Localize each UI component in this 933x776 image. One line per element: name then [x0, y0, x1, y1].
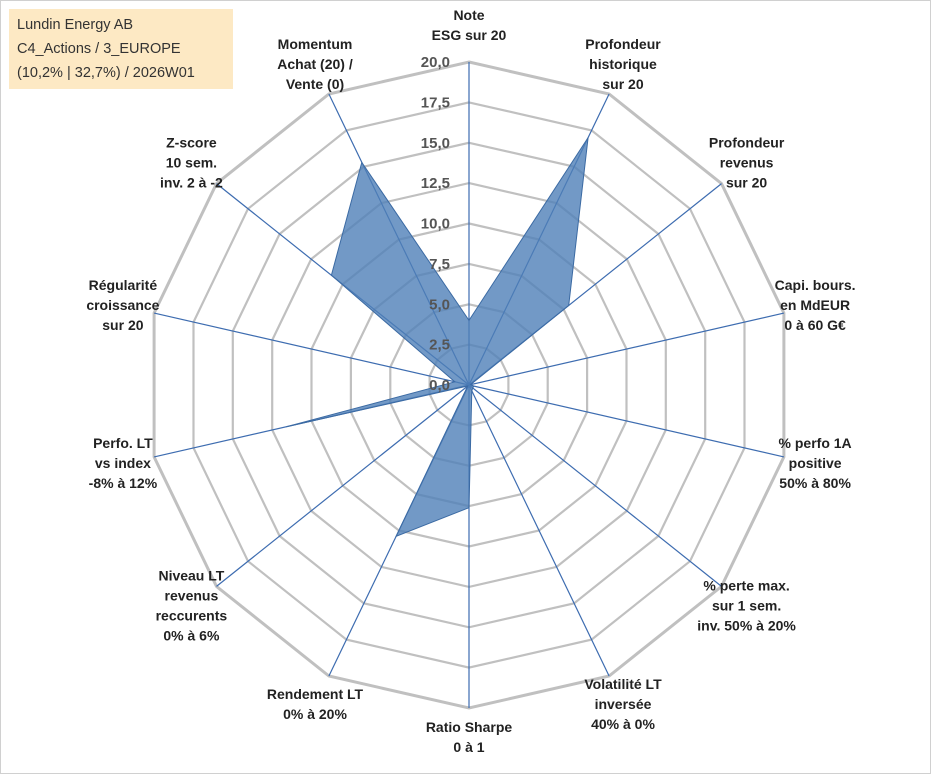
- axis-label-8-line-0: Rendement LT: [267, 686, 364, 702]
- axis-label-12-line-0: Z-score: [166, 135, 217, 151]
- axis-label-2: Profondeur revenus sur 20: [709, 135, 785, 191]
- info-stats: (10,2% | 32,7%) / 2026W01: [17, 65, 195, 81]
- axis-label-7: Ratio Sharpe 0 à 1: [426, 719, 513, 755]
- info-company-name: Lundin Energy AB: [17, 17, 134, 33]
- axis-label-10-line-0: Perfo. LT: [93, 435, 153, 451]
- axis-label-7-line-1: 0 à 1: [453, 739, 484, 755]
- axis-label-9-line-2: reccurents: [156, 607, 228, 623]
- axis-label-10: Perfo. LT vs index -8% à 12%: [89, 435, 158, 491]
- axis-label-6-line-0: Volatilité LT: [584, 676, 662, 692]
- axis-label-3-line-2: 0 à 60 G€: [784, 317, 846, 333]
- axis-label-3-line-0: Capi. bours.: [775, 277, 856, 293]
- tick-label-6: 15,0: [421, 135, 450, 152]
- axis-spoke-9: [216, 384, 470, 587]
- axis-label-11: Régularité croissance sur 20: [86, 277, 159, 333]
- axis-label-6: Volatilité LT inversée 40% à 0%: [584, 676, 662, 732]
- axis-label-5-line-0: % perte max.: [703, 577, 789, 593]
- axis-label-13: Momentum Achat (20) / Vente (0): [277, 36, 353, 92]
- axis-label-1: Profondeur historique sur 20: [585, 36, 661, 92]
- tick-label-3: 7,5: [429, 256, 450, 273]
- info-box: Lundin Energy AB C4_Actions / 3_EUROPE (…: [9, 9, 233, 89]
- tick-label-7: 17,5: [421, 94, 450, 111]
- axis-label-5-line-2: inv. 50% à 20%: [697, 617, 796, 633]
- axis-label-10-line-2: -8% à 12%: [89, 475, 158, 491]
- axis-label-9-line-3: 0% à 6%: [163, 627, 220, 643]
- axis-label-4-line-2: 50% à 80%: [779, 475, 851, 491]
- axis-label-0-line-1: ESG sur 20: [432, 27, 507, 43]
- axis-label-2-line-2: sur 20: [726, 175, 767, 191]
- axis-label-8-line-1: 0% à 20%: [283, 706, 347, 722]
- axis-label-12-line-2: inv. 2 à -2: [160, 175, 223, 191]
- axis-label-6-line-2: 40% à 0%: [591, 716, 655, 732]
- axis-label-9-line-0: Niveau LT: [158, 567, 224, 583]
- axis-label-4: % perfo 1A positive 50% à 80%: [779, 435, 852, 491]
- axis-label-0: Note ESG sur 20: [432, 7, 507, 43]
- tick-label-1: 2,5: [429, 337, 450, 354]
- axis-label-3-line-1: en MdEUR: [780, 297, 850, 313]
- info-category: C4_Actions / 3_EUROPE: [17, 41, 181, 57]
- axis-label-2-line-1: revenus: [720, 155, 774, 171]
- axis-label-3: Capi. bours. en MdEUR 0 à 60 G€: [775, 277, 856, 333]
- series-area-0: [286, 137, 589, 538]
- axis-label-7-line-0: Ratio Sharpe: [426, 719, 513, 735]
- axis-label-11-line-0: Régularité: [89, 277, 158, 293]
- axis-spoke-6: [468, 384, 610, 677]
- axis-label-13-line-2: Vente (0): [286, 76, 344, 92]
- axis-label-2-line-0: Profondeur: [709, 135, 785, 151]
- axis-label-6-line-1: inversée: [595, 696, 652, 712]
- axis-spoke-11: [153, 312, 470, 386]
- tick-label-4: 10,0: [421, 216, 450, 233]
- axis-label-0-line-0: Note: [453, 7, 484, 23]
- axis-label-13-line-1: Achat (20) /: [277, 56, 353, 72]
- tick-label-8: 20,0: [421, 54, 450, 71]
- axis-label-11-line-1: croissance: [86, 297, 159, 313]
- axis-label-12: Z-score 10 sem. inv. 2 à -2: [160, 135, 223, 191]
- axis-label-12-line-1: 10 sem.: [166, 155, 217, 171]
- radar-tick-labels: 0,0 2,5 5,0 7,5 10,0 12,5 15,0 17,5 20,0: [421, 54, 450, 394]
- axis-label-4-line-1: positive: [789, 455, 842, 471]
- axis-label-9-line-1: revenus: [165, 587, 219, 603]
- axis-label-4-line-0: % perfo 1A: [779, 435, 852, 451]
- tick-label-2: 5,0: [429, 296, 450, 313]
- radar-axis-labels: Note ESG sur 20 Profondeur historique sur 20…: [86, 7, 855, 755]
- axis-spoke-4: [468, 384, 785, 458]
- axis-label-5: % perte max. sur 1 sem. inv. 50% à 20%: [697, 577, 796, 633]
- axis-label-1-line-0: Profondeur: [585, 36, 661, 52]
- axis-spoke-3: [468, 312, 785, 386]
- tick-label-5: 12,5: [421, 175, 450, 192]
- axis-label-10-line-1: vs index: [95, 455, 151, 471]
- axis-spoke-5: [468, 384, 722, 587]
- tick-label-0: 0,0: [429, 377, 450, 394]
- axis-label-8: Rendement LT 0% à 20%: [267, 686, 364, 722]
- radar-series: [286, 137, 589, 538]
- axis-label-1-line-2: sur 20: [602, 76, 643, 92]
- axis-label-11-line-2: sur 20: [102, 317, 143, 333]
- axis-label-13-line-0: Momentum: [278, 36, 353, 52]
- axis-label-1-line-1: historique: [589, 56, 657, 72]
- axis-label-5-line-1: sur 1 sem.: [712, 597, 781, 613]
- axis-label-9: Niveau LT revenus reccurents 0% à 6%: [156, 567, 228, 643]
